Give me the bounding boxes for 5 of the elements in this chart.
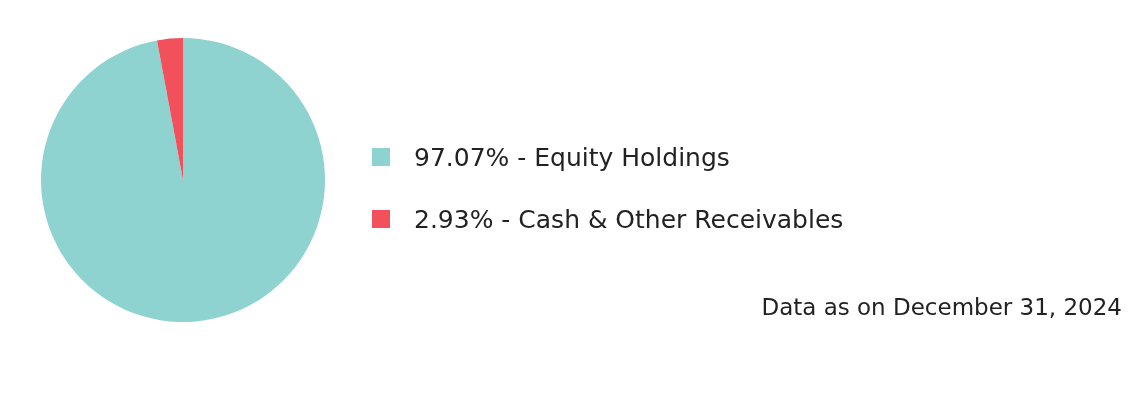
text: Data as on December 31, 2024 [761,294,1122,320]
legend-label: 2.93% - Cash & Other Receivables [414,204,844,234]
pie-slice [157,38,183,180]
pie-slice [41,38,325,322]
legend-label: 97.07% - Equity Holdings [414,142,730,172]
